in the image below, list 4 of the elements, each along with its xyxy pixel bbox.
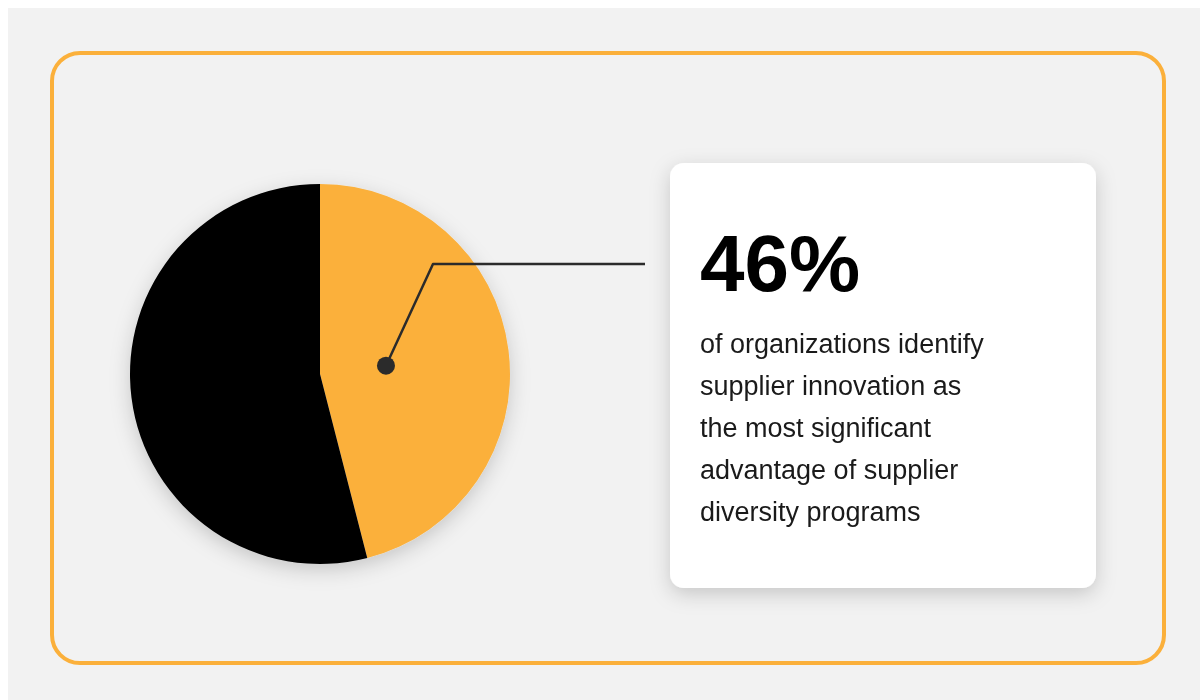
pie-slice [320,184,510,559]
data-label: 46% [700,219,861,308]
text: of organizations identify supplier innovation as the most significant advantage of supplier diversity programs [700,329,985,527]
pie-slice [130,184,368,564]
